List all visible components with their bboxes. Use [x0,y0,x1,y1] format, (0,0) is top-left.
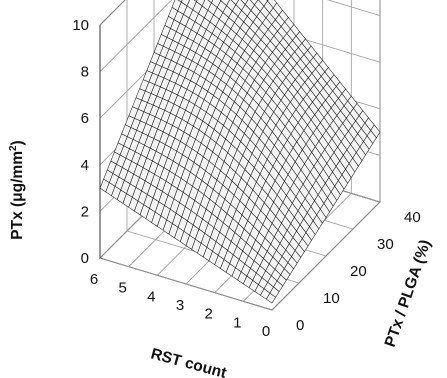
x-tick-label: 1 [233,314,241,331]
y-tick-label: 20 [350,263,367,280]
z-axis-title-prefix: PTx (μg/mm [9,151,26,240]
y-axis-title: PTx / PLGA (%) [382,238,435,350]
z-tick-label: 2 [81,203,89,220]
z-axis-title-suffix: ) [9,140,26,145]
z-tick-label: 4 [81,157,89,174]
z-tick-label: 0 [81,250,89,267]
x-tick-label: 6 [90,271,98,288]
z-gridline [99,0,381,72]
y-tick-label: 0 [296,317,304,334]
z-axis-title-superscript: 2 [8,145,19,151]
surface-mesh [99,0,381,304]
x-tick-label: 4 [147,288,155,305]
z-tick-label: 6 [81,110,89,127]
y-tick-label: 30 [377,236,394,253]
x-tick-label: 0 [262,323,270,340]
x-tick-label: 3 [176,297,184,314]
z-tick-label: 8 [81,64,89,81]
y-tick-label: 10 [323,290,340,307]
y-tick-label: 40 [404,209,421,226]
surface-cell [265,292,276,304]
x-tick-label: 2 [204,306,212,323]
x-tick-label: 5 [118,280,126,297]
z-axis-title: PTx (μg/mm2) [8,140,26,239]
z-tick-label: 10 [72,17,89,34]
x-axis-title: RST count [149,345,228,378]
